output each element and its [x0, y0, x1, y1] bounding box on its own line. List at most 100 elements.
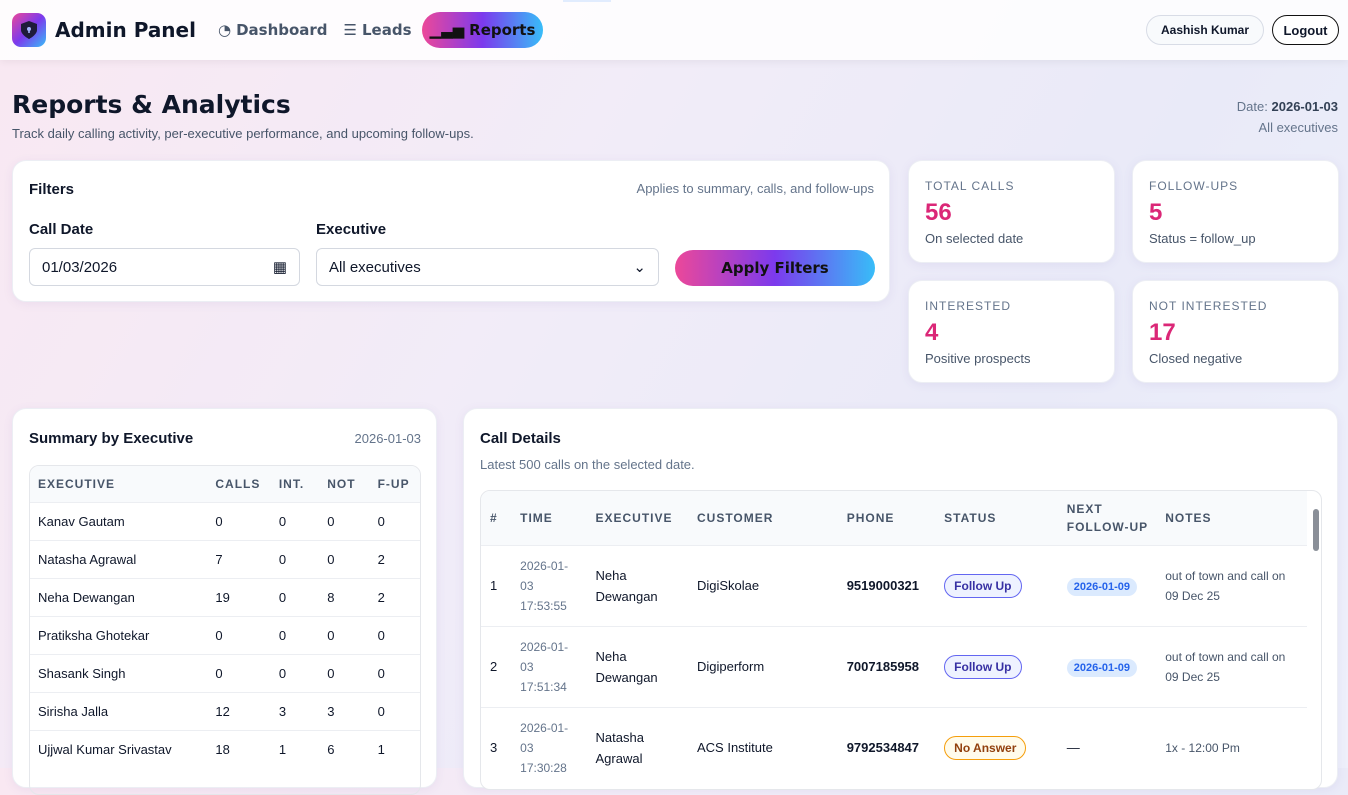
executive-name: Neha Dewangan	[586, 625, 688, 707]
executive-label: Executive	[316, 221, 387, 238]
table-cell: 0	[207, 615, 271, 654]
stat-title: NOT INTERESTED	[1149, 299, 1268, 313]
column-header: STATUS	[944, 510, 997, 525]
nav-leads[interactable]: ☰ Leads	[344, 21, 412, 39]
customer-name: ACS Institute	[687, 706, 838, 788]
call-details-card: Call Details Latest 500 calls on the sel…	[463, 408, 1338, 790]
column-header: NEXT FOLLOW-UP	[1066, 501, 1149, 534]
call-time: 2026-01- 03 17:53:55	[511, 544, 587, 626]
call-details-subtitle: Latest 500 calls on the selected date.	[480, 457, 695, 472]
table-cell: 6	[319, 729, 370, 768]
table-row: Neha Dewangan 19 0 8 2	[30, 577, 420, 616]
nav-label: Dashboard	[236, 21, 328, 39]
table-cell: 0	[369, 691, 420, 730]
stat-card: FOLLOW-UPS 5 Status = follow_up	[1132, 160, 1339, 263]
stat-title: FOLLOW-UPS	[1149, 179, 1239, 193]
executive-name: Neha Dewangan	[586, 544, 688, 626]
table-cell: 0	[369, 615, 420, 654]
time-date: 2026-01-	[520, 720, 569, 735]
table-row: Sirisha Jalla 12 3 3 0	[30, 691, 420, 730]
table-cell: 8	[319, 577, 370, 616]
table-cell: 0	[369, 501, 420, 540]
table-row: Shasank Singh 0 0 0 0	[30, 653, 420, 692]
table-cell: 1	[369, 729, 420, 768]
calls-table-wrapper: # TIME EXECUTIVE CUSTOMER PHONE STATUS NEXT FO…	[480, 490, 1322, 790]
filters-title: Filters	[29, 181, 75, 198]
stat-desc: Closed negative	[1149, 351, 1243, 366]
column-header: #	[490, 510, 498, 525]
stat-value: 17	[1149, 319, 1176, 346]
executive-name: Natasha Agrawal	[586, 706, 688, 788]
top-nav: Admin Panel ◔ Dashboard ☰ Leads ▁▃▅ Reports	[0, 0, 1348, 60]
logout-button[interactable]: Logout	[1272, 15, 1339, 45]
table-cell: Neha Dewangan	[30, 577, 208, 616]
phone-number: 7007185958	[837, 625, 936, 707]
row-number: 2	[481, 625, 512, 707]
table-cell: Shasank Singh	[30, 653, 208, 692]
time-clock: 17:51:34	[520, 679, 567, 694]
table-cell: 1	[270, 729, 320, 768]
stat-title: INTERESTED	[925, 299, 1012, 313]
table-row: Ujjwal Kumar Srivastav 18 1 6 1	[30, 729, 420, 768]
next-followup-badge: 2026-01-09	[1066, 578, 1138, 596]
scrollbar[interactable]	[1313, 509, 1319, 551]
table-cell: 0	[270, 539, 320, 578]
table-cell: 0	[270, 615, 320, 654]
bar-chart-icon: ▁▃▅	[429, 21, 465, 39]
column-header: INT.	[278, 476, 305, 491]
executive-select[interactable]: All executives ⌄	[316, 248, 659, 286]
call-date-input[interactable]: 01/03/2026 ▦	[29, 248, 300, 286]
table-cell: 0	[270, 653, 320, 692]
table-cell: Natasha Agrawal	[30, 539, 208, 578]
column-header: CUSTOMER	[696, 510, 774, 525]
nav-dashboard[interactable]: ◔ Dashboard	[218, 21, 328, 39]
call-details-title: Call Details	[480, 430, 561, 447]
time-date2: 03	[520, 740, 534, 755]
apply-filters-button[interactable]: Apply Filters	[675, 250, 875, 286]
time-date: 2026-01-	[520, 558, 569, 573]
table-row[interactable]: 2 2026-01- 03 17:51:34 Neha Dewangan Digip…	[481, 625, 1307, 707]
calendar-icon[interactable]: ▦	[272, 259, 287, 276]
table-cell: 0	[319, 501, 370, 540]
phone-number: 9519000321	[837, 544, 936, 626]
page-subtitle: Track daily calling activity, per-execut…	[12, 126, 474, 141]
executive-select-value: All executives	[329, 258, 421, 276]
date-value: 2026-01-03	[1271, 99, 1339, 114]
stat-title: TOTAL CALLS	[925, 179, 1015, 193]
gauge-icon: ◔	[217, 21, 232, 39]
table-cell: Pratiksha Ghotekar	[30, 615, 208, 654]
summary-card: Summary by Executive 2026-01-03 EXECUTIV…	[12, 408, 437, 795]
table-row[interactable]: 1 2026-01- 03 17:53:55 Neha Dewangan DigiS…	[481, 544, 1307, 626]
table-cell: 0	[369, 653, 420, 692]
summary-title: Summary by Executive	[29, 430, 194, 447]
filters-card: Filters Applies to summary, calls, and f…	[12, 160, 890, 302]
time-date2: 03	[520, 578, 534, 593]
nav-label: Leads	[362, 21, 412, 39]
table-row: Natasha Agrawal 7 0 0 2	[30, 539, 420, 578]
nav-reports[interactable]: ▁▃▅ Reports	[421, 12, 544, 48]
time-clock: 17:53:55	[520, 598, 567, 613]
table-row[interactable]: 3 2026-01- 03 17:30:28 Natasha Agrawal ACS…	[481, 706, 1307, 788]
chevron-down-icon: ⌄	[633, 259, 646, 276]
stat-card: NOT INTERESTED 17 Closed negative	[1132, 280, 1339, 383]
table-cell: 0	[319, 539, 370, 578]
customer-name: Digiperform	[687, 625, 838, 707]
summary-date: 2026-01-03	[354, 431, 422, 446]
column-header: F-UP	[377, 476, 410, 491]
column-header: CALLS	[215, 476, 261, 491]
stat-desc: Status = follow_up	[1149, 231, 1256, 246]
table-cell: Kanav Gautam	[30, 501, 208, 540]
next-followup-badge: 2026-01-09	[1066, 659, 1138, 677]
table-cell: Sirisha Jalla	[30, 691, 208, 730]
summary-table-wrapper: EXECUTIVE CALLS INT. NOT F-UP Kanav Gautam 0 0 0…	[29, 465, 421, 795]
calls-table: # TIME EXECUTIVE CUSTOMER PHONE STATUS NEXT FO…	[481, 491, 1307, 788]
summary-table: EXECUTIVE CALLS INT. NOT F-UP Kanav Gautam 0 0 0…	[30, 466, 420, 768]
user-button[interactable]: Aashish Kumar	[1146, 15, 1264, 45]
table-cell: 19	[207, 577, 271, 616]
stat-value: 4	[925, 319, 939, 346]
list-icon: ☰	[343, 21, 357, 39]
stat-value: 5	[1149, 199, 1163, 226]
table-cell: 0	[207, 501, 271, 540]
status-badge: Follow Up	[944, 573, 1022, 598]
table-cell: 18	[207, 729, 271, 768]
